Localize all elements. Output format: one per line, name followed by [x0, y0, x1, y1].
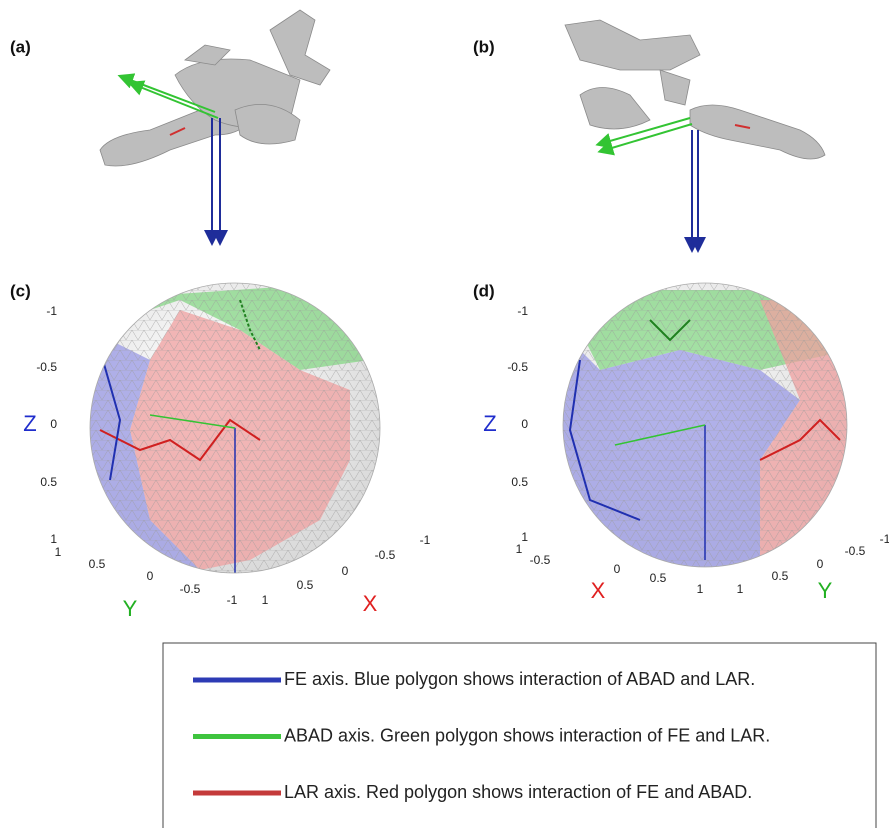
x-tick-label: -0.5	[530, 553, 551, 567]
x-tick-label: 0.5	[650, 571, 667, 585]
z-axis-label: Z	[23, 411, 36, 436]
z-tick-label: 0.5	[40, 475, 57, 489]
y-tick-label: 0.5	[89, 557, 106, 571]
sphere-d	[560, 280, 860, 580]
y-tick-label: -1	[880, 532, 889, 546]
x-tick-label: -0.5	[375, 548, 396, 562]
y-tick-label: -0.5	[845, 544, 866, 558]
panel-label: (a)	[10, 37, 31, 56]
y-tick-label: 1	[737, 582, 744, 596]
x-tick-label: 0	[614, 562, 621, 576]
y-axis-label: Y	[818, 578, 833, 603]
z-tick-label: -1	[517, 304, 528, 318]
y-tick-label: -1	[227, 593, 238, 607]
sphere-c	[80, 280, 390, 580]
z-tick-label: -0.5	[36, 360, 57, 374]
x-tick-label: 1	[262, 593, 269, 607]
y-tick-label: 0	[147, 569, 154, 583]
y-tick-label: 0.5	[772, 569, 789, 583]
legend-text: ABAD axis. Green polygon shows interacti…	[284, 725, 770, 745]
x-axis-label: X	[363, 591, 378, 616]
legend-text: FE axis. Blue polygon shows interaction …	[284, 669, 755, 689]
z-tick-label: 1	[521, 530, 528, 544]
panel-label: (b)	[473, 37, 495, 56]
x-tick-label: 0.5	[297, 578, 314, 592]
bone-render-b	[565, 20, 825, 159]
z-tick-label: -1	[46, 304, 57, 318]
figure: (a)(b)(c)(d)-1-0.500.5110.50-0.5-110.50-…	[0, 0, 889, 828]
x-tick-label: 0	[342, 564, 349, 578]
y-tick-label: 1	[55, 545, 62, 559]
bone-render-a	[100, 10, 330, 166]
y-axis-label: Y	[123, 596, 138, 621]
x-tick-label: 1	[516, 542, 523, 556]
x-axis-label: X	[591, 578, 606, 603]
z-axis-label: Z	[483, 411, 496, 436]
x-tick-label: 1	[697, 582, 704, 596]
panel-label: (d)	[473, 281, 495, 300]
panel-label: (c)	[10, 281, 31, 300]
z-tick-label: 0.5	[511, 475, 528, 489]
z-tick-label: 0	[521, 417, 528, 431]
x-tick-label: -1	[420, 533, 431, 547]
y-tick-label: -0.5	[180, 582, 201, 596]
z-tick-label: -0.5	[507, 360, 528, 374]
z-tick-label: 1	[50, 532, 57, 546]
legend-text: LAR axis. Red polygon shows interaction …	[284, 782, 752, 802]
y-tick-label: 0	[817, 557, 824, 571]
z-tick-label: 0	[50, 417, 57, 431]
